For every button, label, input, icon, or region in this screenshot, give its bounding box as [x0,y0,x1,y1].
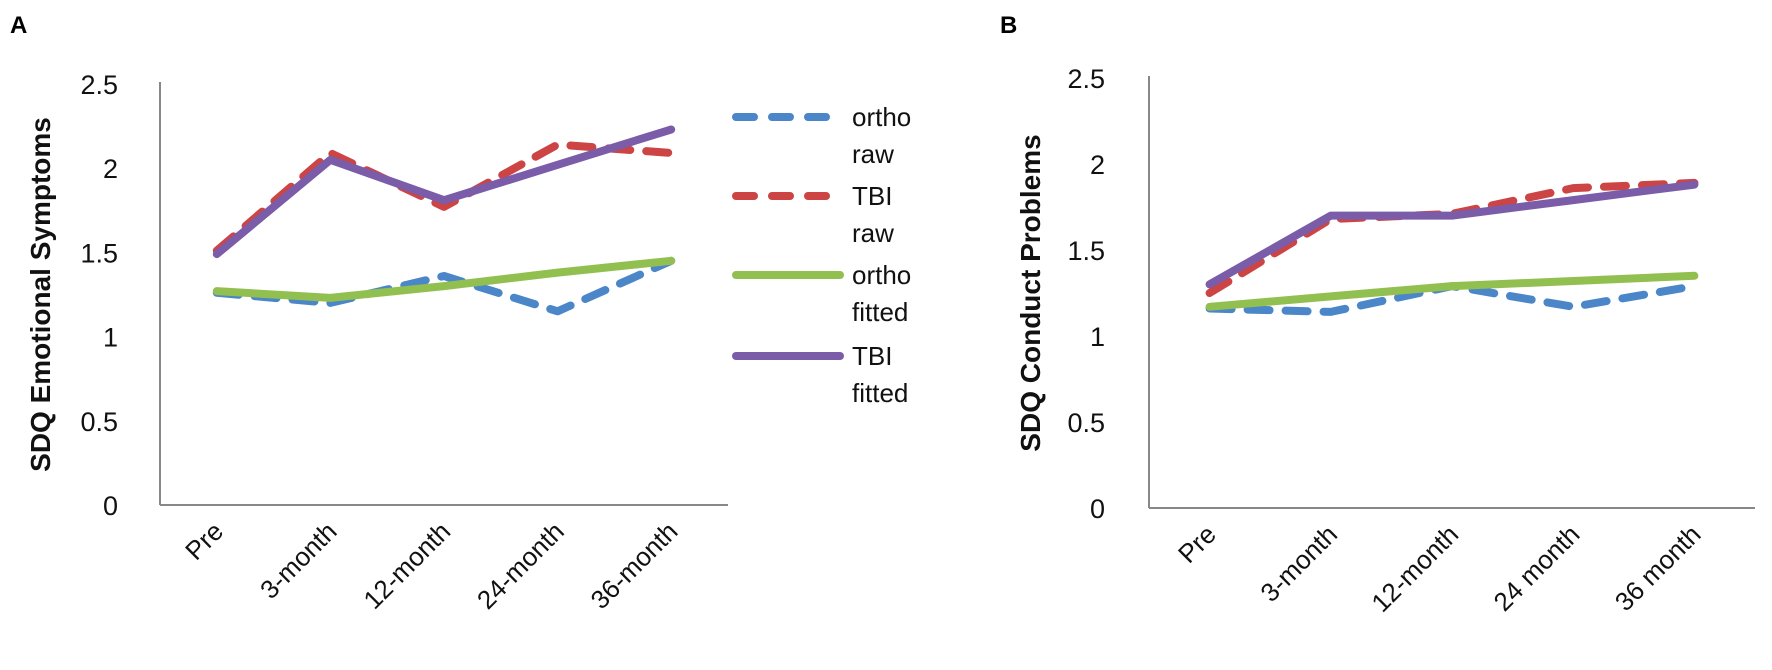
panel-label: A [10,12,27,39]
x-tick-label: 24-month [471,516,570,615]
y-tick-label: 2 [1090,150,1105,180]
x-tick-label: 12-month [357,516,456,615]
y-tick-label: 2.5 [1067,64,1105,94]
x-tick-label: Pre [1172,519,1222,569]
y-tick-label: 2.5 [80,70,118,100]
y-tick-label: 0 [1090,494,1105,524]
x-tick-label: 36 month [1609,519,1707,617]
y-tick-label: 1 [103,323,118,353]
panel-label: B [1000,12,1017,39]
x-tick-label: 36-month [585,516,684,615]
series-line-tbi-raw [212,140,676,255]
y-tick-label: 1.5 [80,238,118,268]
x-tick-label: Pre [179,516,229,566]
legend-label: TBI [852,181,892,211]
legend-label: TBI [852,341,892,371]
y-tick-label: 2 [103,154,118,184]
legend-label: fitted [852,297,908,327]
y-axis-title: SDQ Emotional Symptoms [25,117,56,472]
series-line-tbi-fitted [1205,180,1699,289]
x-tick-label: 24 month [1488,519,1586,617]
series-line-ortho-fitted [212,256,676,302]
legend: ortho raw TBI raw ortho fitted TBI fitted [732,102,911,408]
y-tick-label: 0.5 [1067,408,1105,438]
legend-label: fitted [852,378,908,408]
y-tick-label: 0.5 [80,407,118,437]
y-tick-label: 1.5 [1067,236,1105,266]
y-tick-label: 1 [1090,322,1105,352]
chart-panel-a: A 0 0.5 1 1.5 2 2.5 SDQ Emotional Symptoms Pre 3-… [10,12,911,615]
chart-panel-b: B 0 0.5 1 1.5 2 2.5 SDQ Conduct Problems Pre 3-mo… [1000,12,1755,618]
y-axis-title: SDQ Conduct Problems [1015,134,1046,451]
y-tick-label: 0 [103,491,118,521]
legend-label: ortho [852,102,911,132]
x-tick-label: 12-month [1365,519,1464,618]
legend-label: raw [852,218,894,248]
legend-label: ortho [852,260,911,290]
series-line-ortho-fitted [1205,271,1699,311]
legend-label: raw [852,139,894,169]
x-tick-label: 3-month [254,516,343,605]
x-tick-label: 3-month [1254,519,1343,608]
